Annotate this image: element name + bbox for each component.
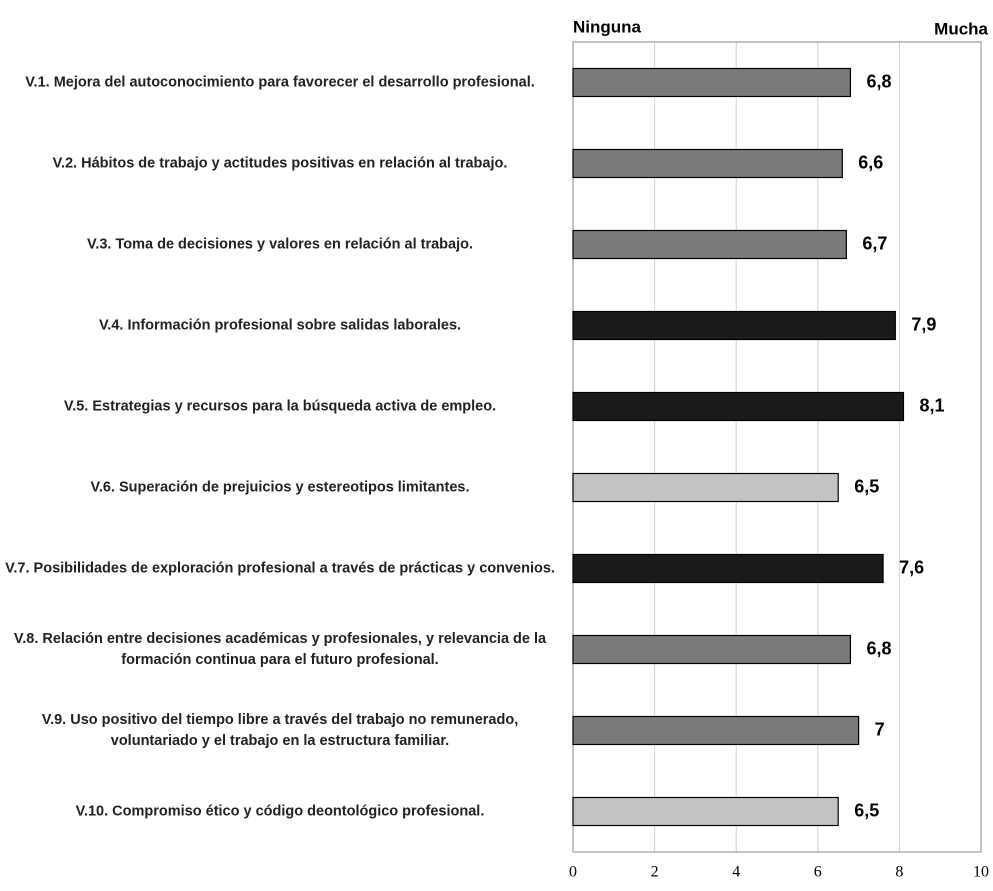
plot-border xyxy=(572,41,982,853)
value-label: 6,6 xyxy=(858,152,883,172)
category-label: V.6. Superación de prejuicios y estereot… xyxy=(90,479,470,495)
value-label: 6,8 xyxy=(866,71,891,91)
x-tick-label: 0 xyxy=(569,864,577,881)
bar xyxy=(572,148,843,179)
x-label-right: Mucha xyxy=(934,19,988,38)
x-tick-label: 8 xyxy=(895,864,903,881)
x-tick-label: 2 xyxy=(651,864,659,881)
value-label: 6,5 xyxy=(854,476,879,496)
x-tick-label: 10 xyxy=(973,864,989,881)
category-label: V.5. Estrategias y recursos para la búsq… xyxy=(63,398,497,414)
bar xyxy=(572,553,884,584)
bar xyxy=(572,472,839,503)
value-label: 6,8 xyxy=(866,638,891,658)
category-label: V.10. Compromiso ético y código deontoló… xyxy=(75,803,485,819)
bar xyxy=(572,67,852,98)
x-tick-label: 6 xyxy=(814,864,822,881)
value-label: 6,5 xyxy=(854,800,879,820)
category-label: V.2. Hábitos de trabajo y actitudes posi… xyxy=(52,155,508,171)
category-label: V.1. Mejora del autoconocimiento para fa… xyxy=(25,74,535,90)
bar xyxy=(572,310,896,341)
value-label: 7,9 xyxy=(911,314,936,334)
bar xyxy=(572,634,852,665)
value-label: 7 xyxy=(875,719,885,739)
category-label: V.4. Información profesional sobre salid… xyxy=(98,317,462,333)
bar xyxy=(572,391,905,422)
bar xyxy=(572,796,839,827)
x-label-left: Ninguna xyxy=(573,17,642,36)
bar xyxy=(572,715,860,746)
value-label: 7,6 xyxy=(899,557,924,577)
x-tick-label: 4 xyxy=(732,864,740,881)
value-label: 6,7 xyxy=(862,233,887,253)
bar xyxy=(572,229,847,260)
category-label: V.3. Toma de decisiones y valores en rel… xyxy=(86,236,474,252)
category-label: V.9. Uso positivo del tiempo libre a tra… xyxy=(41,711,519,749)
category-label: V.8. Relación entre decisiones académica… xyxy=(13,630,547,668)
value-label: 8,1 xyxy=(919,395,944,415)
category-label: V.7. Posibilidades de exploración profes… xyxy=(5,560,555,576)
